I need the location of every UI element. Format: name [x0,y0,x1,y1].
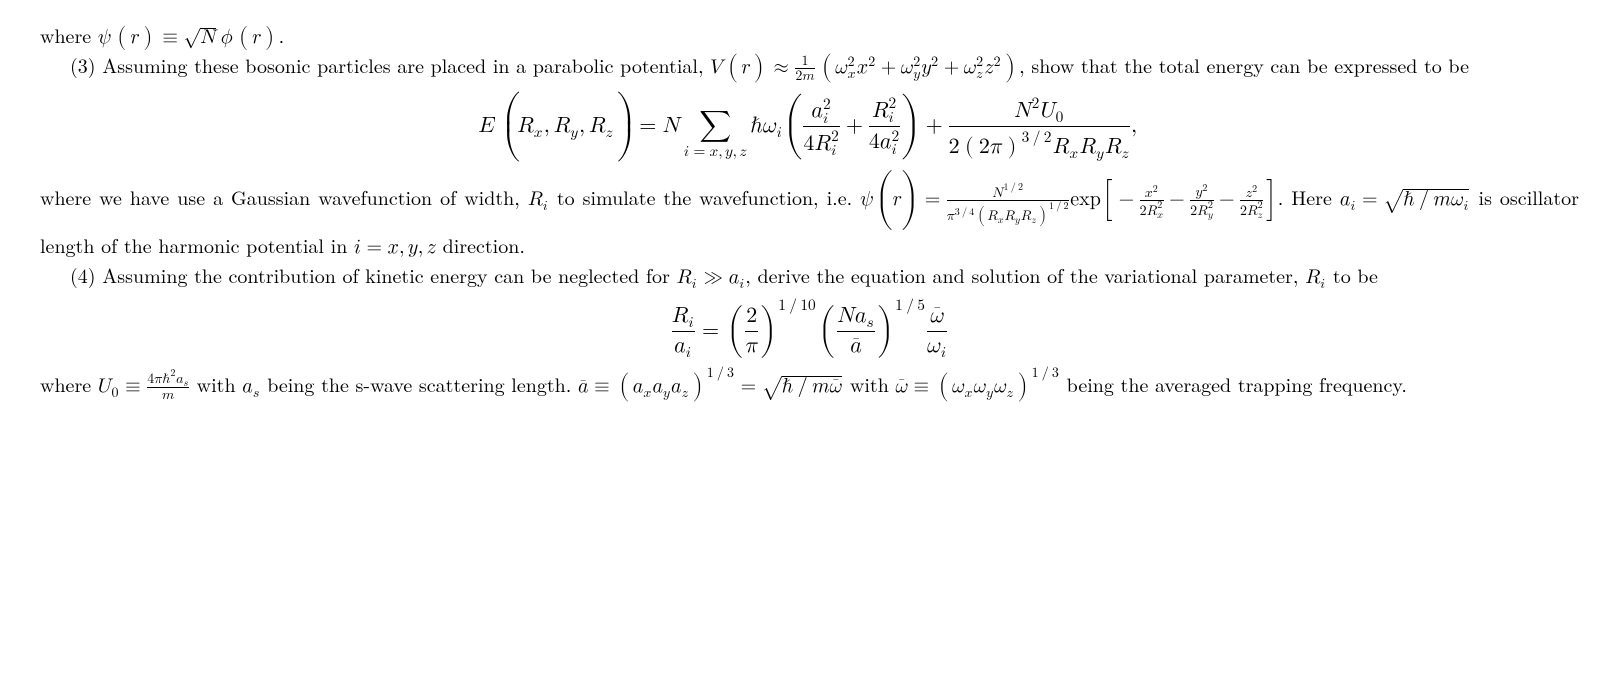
text-p4a: (4) Assuming the contribution of kinetic… [70,260,677,289]
paragraph-4: (4) Assuming the contribution of kinetic… [40,260,1579,290]
text-close-b: with [197,369,243,398]
text-close-a: where [40,369,98,398]
eq-ai: ai= ℏ/mωi [1340,187,1471,213]
display-energy: E (Rx, Ry, Rz) = N ∑ i=x,y,z ℏωi ( ai2 4… [40,91,1579,161]
eq-potential: V(r) ≈ 12m ( ωx2x2 + ωy2y2 + ωz2z2 ) [710,53,1019,83]
eq-abar: a¯≡ (axayaz) 1/3 = ℏ/mω¯ [578,366,843,402]
sym-ixyz: i=x,y,z [354,239,436,257]
text-wf-c: . Here [1278,182,1340,211]
eq-ratio: Ri ai = (2π) 1/10 (Nas a¯) 1/5 ω¯ ωi [671,298,949,358]
eq-psi-def: ψ (r) ≡ N ϕ (r) [98,26,279,50]
text-p3b: , show that the total energy can be expr… [1019,50,1469,79]
paragraph-wavefn: where we have use a Gaussian wavefunctio… [40,170,1579,260]
text-close-e: being the averaged trapping frequency. [1067,369,1407,398]
paragraph-3: (3) Assuming these bosonic particles are… [40,50,1579,83]
line-where-psi: where ψ (r) ≡ N ϕ (r) . [40,20,1579,50]
eq-omegabar: ω¯≡ (ωxωyωz) 1/3 [895,366,1060,402]
text-period1: . [279,20,285,49]
text-wf-b: to simulate the wavefunction, i.e. [557,182,860,211]
text-p3a: (3) Assuming these bosonic particles are… [70,50,710,79]
text-wf-a: where we have use a Gaussian wavefunctio… [40,182,528,211]
eq-U0: U0≡ 4πℏ2as m [98,369,190,399]
text-where: where [40,20,98,49]
eq-Rgg: Ri≫ai [677,269,746,288]
sym-as: as [242,383,260,397]
display-ratio: Ri ai = (2π) 1/10 (Nas a¯) 1/5 ω¯ ωi [40,298,1579,358]
sym-Ri2: Ri [1305,269,1326,288]
text-close-d: with [850,369,896,398]
text-p4b: , derive the equation and solution of th… [745,260,1305,289]
eq-psi-gauss: ψ(r) = N1/2 π3/4 (RxRyRz) 1/2 exp [ − x2… [860,170,1278,230]
eq-energy: E (Rx, Ry, Rz) = N ∑ i=x,y,z ℏωi ( ai2 4… [478,91,1140,161]
document-body: where ψ (r) ≡ N ϕ (r) . (3) Assuming the… [40,20,1579,402]
text-p4c: to be [1333,260,1378,289]
text-wf-e: direction. [443,230,525,259]
sym-Ri: Ri [528,191,549,210]
text-close-c: being the s-wave scattering length. [267,369,578,398]
paragraph-closing: where U0≡ 4πℏ2as m with as being the s-w… [40,366,1579,402]
